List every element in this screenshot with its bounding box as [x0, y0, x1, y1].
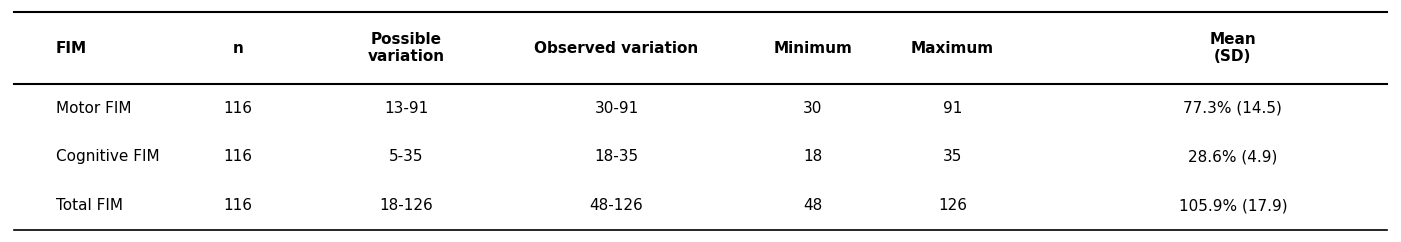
Text: 116: 116: [224, 101, 252, 116]
Text: 13-91: 13-91: [384, 101, 429, 116]
Text: 48-126: 48-126: [590, 198, 643, 213]
Text: n: n: [233, 41, 244, 55]
Text: Maximum: Maximum: [911, 41, 995, 55]
Text: 77.3% (14.5): 77.3% (14.5): [1184, 101, 1282, 116]
Text: 18-126: 18-126: [380, 198, 433, 213]
Text: 28.6% (4.9): 28.6% (4.9): [1188, 150, 1278, 164]
Text: 116: 116: [224, 150, 252, 164]
Text: Possible
variation: Possible variation: [367, 32, 446, 64]
Text: Cognitive FIM: Cognitive FIM: [56, 150, 160, 164]
Text: 35: 35: [943, 150, 962, 164]
Text: 48: 48: [803, 198, 822, 213]
Text: 105.9% (17.9): 105.9% (17.9): [1178, 198, 1288, 213]
Text: 116: 116: [224, 198, 252, 213]
Text: 91: 91: [943, 101, 962, 116]
Text: FIM: FIM: [56, 41, 87, 55]
Text: 30: 30: [803, 101, 822, 116]
Text: 18-35: 18-35: [594, 150, 639, 164]
Text: Motor FIM: Motor FIM: [56, 101, 132, 116]
Text: 18: 18: [803, 150, 822, 164]
Text: Mean
(SD): Mean (SD): [1209, 32, 1257, 64]
Text: Minimum: Minimum: [773, 41, 852, 55]
Text: 5-35: 5-35: [389, 150, 423, 164]
Text: Total FIM: Total FIM: [56, 198, 123, 213]
Text: 126: 126: [939, 198, 967, 213]
Text: Observed variation: Observed variation: [534, 41, 699, 55]
Text: 30-91: 30-91: [594, 101, 639, 116]
